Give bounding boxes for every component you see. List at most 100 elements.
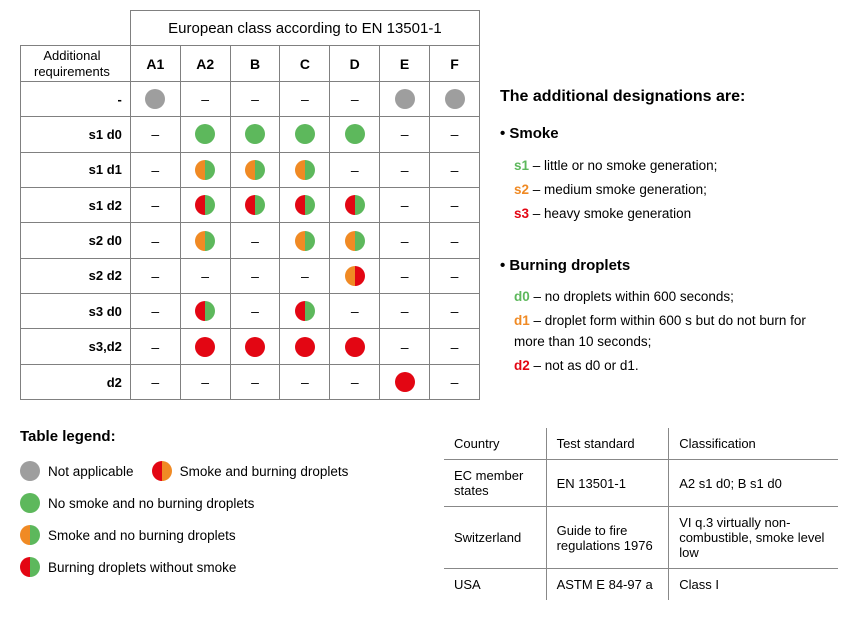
cell: –: [430, 152, 480, 187]
cell: –: [430, 223, 480, 258]
cell: –: [130, 117, 180, 152]
legend-item: No smoke and no burning droplets: [20, 493, 254, 513]
cell: [280, 188, 330, 223]
country-cell: EC member states: [444, 460, 546, 507]
cell: –: [180, 81, 230, 116]
designation-item: s1 – little or no smoke generation;: [514, 156, 838, 176]
legend-item: Burning droplets without smoke: [20, 557, 236, 577]
cell: [330, 258, 380, 293]
row-header: s1 d0: [21, 117, 131, 152]
blank: [21, 11, 131, 46]
legend-item: Not applicable: [20, 461, 134, 481]
cell: –: [130, 223, 180, 258]
cell: [330, 117, 380, 152]
row-header: -: [21, 81, 131, 116]
legend-label: Not applicable: [48, 464, 134, 479]
cell: [180, 294, 230, 329]
cell: –: [380, 223, 430, 258]
country-cell: VI q.3 virtually non-combustible, smoke …: [669, 507, 838, 569]
legend-label: Smoke and no burning droplets: [48, 528, 236, 543]
col-header: F: [430, 46, 480, 82]
cell: [380, 81, 430, 116]
country-col-header: Classification: [669, 428, 838, 460]
row-header: s1 d1: [21, 152, 131, 187]
country-cell: EN 13501-1: [546, 460, 669, 507]
cell: [280, 117, 330, 152]
legend-label: Burning droplets without smoke: [48, 560, 236, 575]
country-col-header: Country: [444, 428, 546, 460]
cell: [230, 152, 280, 187]
classification-table: European class according to EN 13501-1 A…: [20, 10, 480, 400]
cell: [280, 294, 330, 329]
designation-item: d1 – droplet form within 600 s but do no…: [514, 311, 838, 352]
cell: –: [430, 117, 480, 152]
designation-item: d2 – not as d0 or d1.: [514, 356, 838, 376]
cell: –: [180, 258, 230, 293]
cell: [180, 223, 230, 258]
cell: –: [380, 188, 430, 223]
designation-item: d0 – no droplets within 600 seconds;: [514, 287, 838, 307]
cell: [230, 117, 280, 152]
cell: [230, 329, 280, 364]
country-col-header: Test standard: [546, 428, 669, 460]
legend-label: No smoke and no burning droplets: [48, 496, 254, 511]
country-table: CountryTest standardClassification EC me…: [444, 428, 838, 600]
cell: –: [280, 81, 330, 116]
cell: –: [430, 364, 480, 399]
cell: –: [130, 294, 180, 329]
col-header: B: [230, 46, 280, 82]
cell: –: [380, 294, 430, 329]
cell: [130, 81, 180, 116]
designation-group-title: • Smoke: [500, 123, 838, 146]
cell: –: [230, 364, 280, 399]
cell: –: [430, 329, 480, 364]
col-header: A2: [180, 46, 230, 82]
cell: –: [180, 364, 230, 399]
legend-label: Smoke and burning droplets: [180, 464, 349, 479]
legend-item: Smoke and no burning droplets: [20, 525, 236, 545]
col-header: C: [280, 46, 330, 82]
cell: [180, 152, 230, 187]
country-cell: Class I: [669, 569, 838, 601]
table-legend: Table legend: Not applicable Smoke and bu…: [20, 428, 414, 600]
cell: –: [230, 258, 280, 293]
cell: [230, 188, 280, 223]
country-cell: USA: [444, 569, 546, 601]
legend-title: Table legend:: [20, 428, 414, 445]
legend-item: Smoke and burning droplets: [152, 461, 349, 481]
row-header: s3 d0: [21, 294, 131, 329]
cell: [180, 117, 230, 152]
cell: [180, 329, 230, 364]
cell: –: [380, 258, 430, 293]
cell: [280, 152, 330, 187]
cell: –: [130, 329, 180, 364]
row-header: d2: [21, 364, 131, 399]
country-cell: Switzerland: [444, 507, 546, 569]
cell: –: [130, 188, 180, 223]
cell: [380, 364, 430, 399]
cell: [330, 188, 380, 223]
cell: [180, 188, 230, 223]
cell: –: [430, 294, 480, 329]
designation-group-title: • Burning droplets: [500, 255, 838, 278]
cell: –: [130, 152, 180, 187]
row-header: s2 d0: [21, 223, 131, 258]
cell: [330, 329, 380, 364]
cell: –: [280, 258, 330, 293]
cell: –: [330, 364, 380, 399]
cell: –: [380, 329, 430, 364]
country-cell: ASTM E 84-97 a: [546, 569, 669, 601]
cell: –: [430, 188, 480, 223]
cell: –: [230, 294, 280, 329]
cell: –: [430, 258, 480, 293]
cell: [430, 81, 480, 116]
col-header: A1: [130, 46, 180, 82]
col-header: D: [330, 46, 380, 82]
row-header: s2 d2: [21, 258, 131, 293]
cell: –: [330, 81, 380, 116]
cell: –: [230, 81, 280, 116]
cell: [330, 223, 380, 258]
cell: –: [130, 364, 180, 399]
row-header: s3,d2: [21, 329, 131, 364]
designations-heading: The additional designations are:: [500, 85, 838, 109]
